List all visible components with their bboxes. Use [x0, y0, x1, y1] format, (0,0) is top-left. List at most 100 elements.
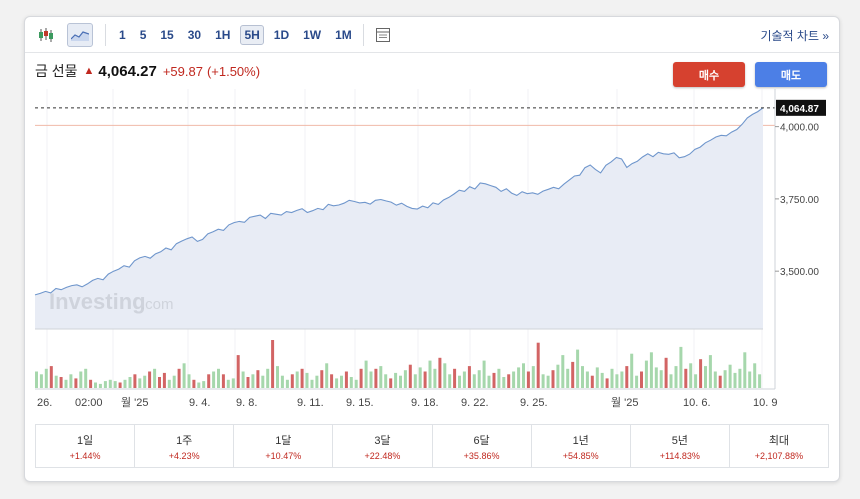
volume-bar	[443, 363, 447, 388]
volume-bar	[522, 363, 525, 388]
performance-change: +54.85%	[562, 450, 599, 461]
performance-change: +22.48%	[364, 450, 401, 461]
volume-bar	[625, 366, 629, 388]
volume-bar	[403, 370, 407, 388]
timeframe-5[interactable]: 5	[139, 27, 147, 42]
up-arrow-icon: ▲	[83, 65, 95, 77]
instrument-name: 금 선물	[35, 63, 78, 79]
technical-chart-link[interactable]: 기술적 차트 »	[760, 29, 829, 43]
timeframe-1m[interactable]: 1M	[335, 27, 352, 42]
performance-period: 3달	[374, 434, 391, 447]
volume-bar	[669, 374, 673, 388]
timeframe-1h[interactable]: 1H	[215, 27, 231, 42]
volume-bars	[35, 340, 762, 388]
volume-bar	[462, 371, 466, 388]
volume-bar	[54, 375, 58, 388]
performance-change: +114.83%	[659, 450, 700, 461]
x-tick-label: 9. 18.	[411, 397, 439, 409]
volume-bar	[487, 375, 491, 388]
buy-button[interactable]: 매도	[755, 62, 827, 87]
performance-period: 최대	[768, 434, 790, 447]
toolbar-separator	[105, 23, 106, 46]
volume-bar	[44, 368, 48, 388]
volume-bar	[103, 381, 107, 388]
volume-bar	[684, 368, 688, 388]
price-chart[interactable]: Investing .com 4,000.003,750.003,500.00 …	[25, 17, 840, 417]
volume-bar	[369, 371, 373, 388]
volume-bar	[492, 372, 496, 388]
timeframe-1w[interactable]: 1W	[303, 27, 322, 42]
volume-bar	[630, 353, 634, 388]
volume-bar	[526, 371, 530, 388]
timeframe-30[interactable]: 30	[187, 27, 202, 42]
volume-bar	[320, 370, 324, 388]
volume-bar	[408, 364, 412, 388]
volume-bar	[172, 375, 176, 388]
last-price-tag-label: 4,064.87	[780, 104, 819, 115]
sell-button[interactable]: 매수	[673, 62, 745, 87]
volume-bar	[113, 381, 117, 388]
timeframe-1[interactable]: 1	[119, 27, 126, 42]
volume-bar	[59, 377, 63, 388]
volume-bar	[182, 363, 186, 388]
volume-bar	[694, 374, 698, 388]
volume-bar	[502, 377, 506, 388]
volume-bar	[98, 383, 102, 388]
volume-bar	[212, 371, 216, 388]
volume-bar	[118, 382, 122, 388]
x-tick-label: 월 '25	[611, 396, 639, 409]
volume-bar	[438, 357, 442, 388]
performance-cell[interactable]: 1일 +1.44%	[36, 425, 136, 467]
performance-cell[interactable]: 1달 +10.47%	[234, 425, 334, 467]
volume-bar	[389, 378, 393, 388]
performance-cell[interactable]: 1주 +4.23%	[135, 425, 235, 467]
volume-bar	[374, 368, 378, 388]
volume-bar	[541, 374, 545, 388]
volume-bar	[349, 377, 353, 388]
volume-bar	[413, 374, 417, 388]
performance-cell[interactable]: 최대 +2,107.88%	[730, 425, 828, 467]
volume-bar	[482, 360, 486, 388]
x-tick-label: 26.	[37, 397, 52, 409]
area-chart-icon[interactable]	[67, 22, 93, 47]
timeframe-15[interactable]: 15	[160, 27, 174, 42]
x-tick-label: 9. 22.	[461, 397, 489, 409]
y-tick-label: 3,500.00	[780, 267, 819, 278]
volume-bar	[733, 372, 737, 388]
performance-cell[interactable]: 5년 +114.83%	[631, 425, 730, 467]
candlestick-icon[interactable]	[33, 23, 59, 47]
volume-bar	[305, 372, 309, 388]
volume-bar	[221, 374, 225, 388]
volume-bar	[477, 370, 481, 388]
volume-bar	[595, 367, 599, 388]
volume-bar	[89, 379, 93, 388]
volume-bar	[251, 374, 255, 388]
performance-cell[interactable]: 6달 +35.86%	[433, 425, 532, 467]
indicator-panel-icon[interactable]	[370, 23, 396, 47]
timeframe-1d[interactable]: 1D	[273, 27, 290, 42]
volume-bar	[379, 366, 383, 388]
watermark-main: Investing	[49, 289, 146, 314]
price-area	[35, 107, 763, 329]
volume-bar	[635, 375, 639, 388]
volume-bar	[261, 375, 265, 388]
x-tick-label: 9. 8.	[236, 397, 257, 409]
performance-cell[interactable]: 1년 +54.85%	[532, 425, 631, 467]
x-tick-label: 9. 11.	[297, 397, 324, 409]
volume-bar	[143, 375, 147, 388]
volume-bar	[310, 379, 314, 388]
volume-bar	[162, 372, 166, 388]
performance-cell[interactable]: 3달 +22.48%	[333, 425, 433, 467]
volume-bar	[108, 379, 112, 388]
x-tick-label: 9. 15.	[346, 397, 374, 409]
x-tick-label: 02:00	[75, 397, 103, 409]
performance-change: +10.47%	[265, 450, 302, 461]
volume-bar	[585, 371, 589, 388]
timeframe-5h[interactable]: 5H	[240, 24, 264, 45]
volume-bar	[280, 375, 284, 388]
volume-bar	[153, 368, 157, 388]
volume-bar	[674, 366, 678, 388]
watermark-suffix: .com	[141, 296, 174, 313]
performance-period: 5년	[671, 434, 688, 447]
volume-bar	[148, 371, 152, 388]
